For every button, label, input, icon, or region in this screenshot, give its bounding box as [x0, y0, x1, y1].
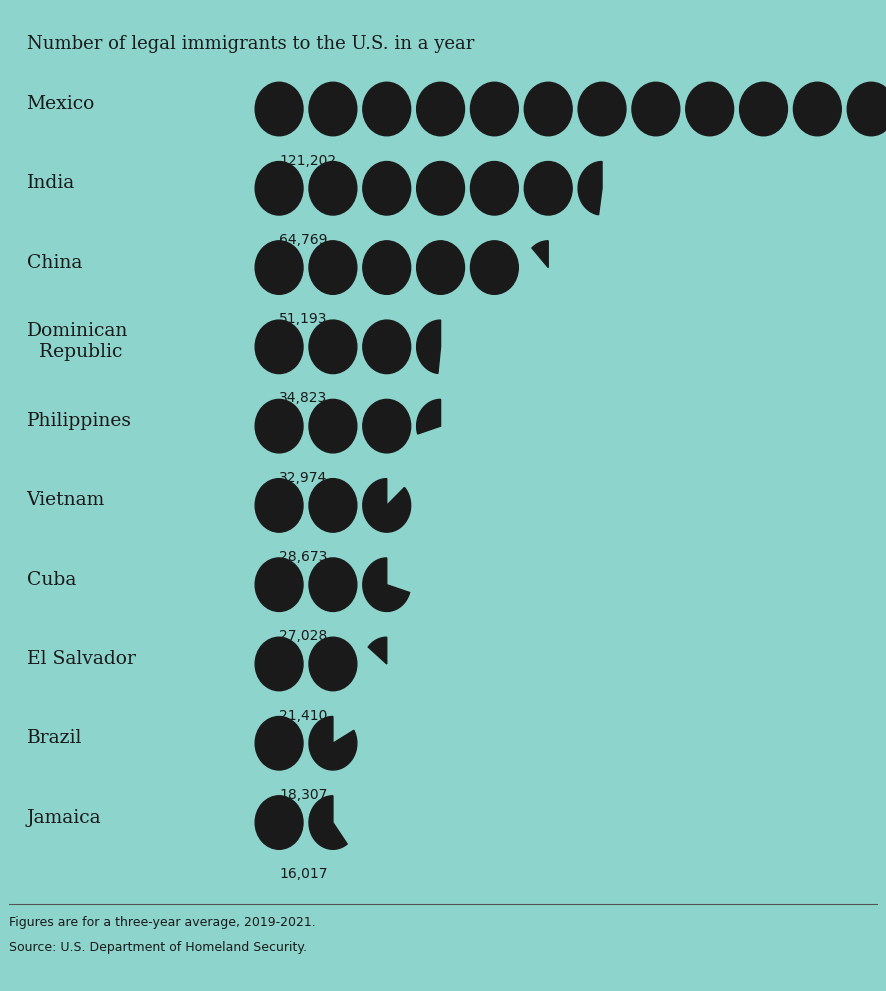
Circle shape — [309, 320, 357, 374]
Circle shape — [740, 82, 788, 136]
Circle shape — [309, 558, 357, 611]
Circle shape — [362, 320, 410, 374]
Text: El Salvador: El Salvador — [27, 650, 136, 668]
Circle shape — [632, 82, 680, 136]
Text: Cuba: Cuba — [27, 571, 76, 589]
Circle shape — [255, 479, 303, 532]
Circle shape — [309, 399, 357, 453]
Circle shape — [255, 162, 303, 215]
Circle shape — [362, 399, 410, 453]
Circle shape — [255, 82, 303, 136]
Circle shape — [470, 241, 518, 294]
Polygon shape — [363, 558, 409, 611]
Polygon shape — [532, 241, 548, 268]
Text: 21,410: 21,410 — [279, 709, 328, 722]
Polygon shape — [369, 637, 386, 664]
Circle shape — [255, 320, 303, 374]
Text: 51,193: 51,193 — [279, 312, 328, 326]
Circle shape — [309, 162, 357, 215]
Text: Brazil: Brazil — [27, 729, 82, 747]
Text: China: China — [27, 254, 82, 272]
Circle shape — [416, 241, 464, 294]
Circle shape — [793, 82, 841, 136]
Polygon shape — [416, 320, 440, 374]
Text: 34,823: 34,823 — [279, 391, 327, 405]
Text: Mexico: Mexico — [27, 95, 95, 113]
Circle shape — [309, 241, 357, 294]
Text: 16,017: 16,017 — [279, 867, 328, 881]
Text: 64,769: 64,769 — [279, 233, 328, 247]
Circle shape — [847, 82, 886, 136]
Circle shape — [578, 82, 626, 136]
Text: India: India — [27, 174, 74, 192]
Text: 27,028: 27,028 — [279, 629, 327, 643]
Polygon shape — [309, 716, 357, 770]
Circle shape — [255, 637, 303, 691]
Polygon shape — [579, 162, 602, 215]
Circle shape — [416, 82, 464, 136]
Circle shape — [686, 82, 734, 136]
Text: Jamaica: Jamaica — [27, 809, 101, 826]
Text: Source: U.S. Department of Homeland Security.: Source: U.S. Department of Homeland Secu… — [9, 941, 307, 954]
Circle shape — [309, 82, 357, 136]
Polygon shape — [363, 479, 410, 532]
Circle shape — [309, 479, 357, 532]
Polygon shape — [309, 796, 347, 849]
Text: Number of legal immigrants to the U.S. in a year: Number of legal immigrants to the U.S. i… — [27, 35, 474, 53]
Text: Philippines: Philippines — [27, 412, 132, 430]
Text: 32,974: 32,974 — [279, 471, 327, 485]
Text: Dominican
  Republic: Dominican Republic — [27, 322, 128, 362]
Polygon shape — [416, 399, 440, 434]
Circle shape — [470, 82, 518, 136]
Circle shape — [255, 558, 303, 611]
Text: 18,307: 18,307 — [279, 788, 328, 802]
Circle shape — [525, 82, 572, 136]
Circle shape — [362, 82, 410, 136]
Circle shape — [309, 637, 357, 691]
Circle shape — [470, 162, 518, 215]
Text: Figures are for a three-year average, 2019-2021.: Figures are for a three-year average, 20… — [9, 916, 315, 929]
Circle shape — [362, 162, 410, 215]
Circle shape — [255, 716, 303, 770]
Text: 121,202: 121,202 — [279, 154, 336, 167]
Circle shape — [525, 162, 572, 215]
Circle shape — [255, 241, 303, 294]
Text: 28,673: 28,673 — [279, 550, 328, 564]
Circle shape — [255, 796, 303, 849]
Circle shape — [416, 162, 464, 215]
Circle shape — [255, 399, 303, 453]
Text: Vietnam: Vietnam — [27, 492, 105, 509]
Circle shape — [362, 241, 410, 294]
